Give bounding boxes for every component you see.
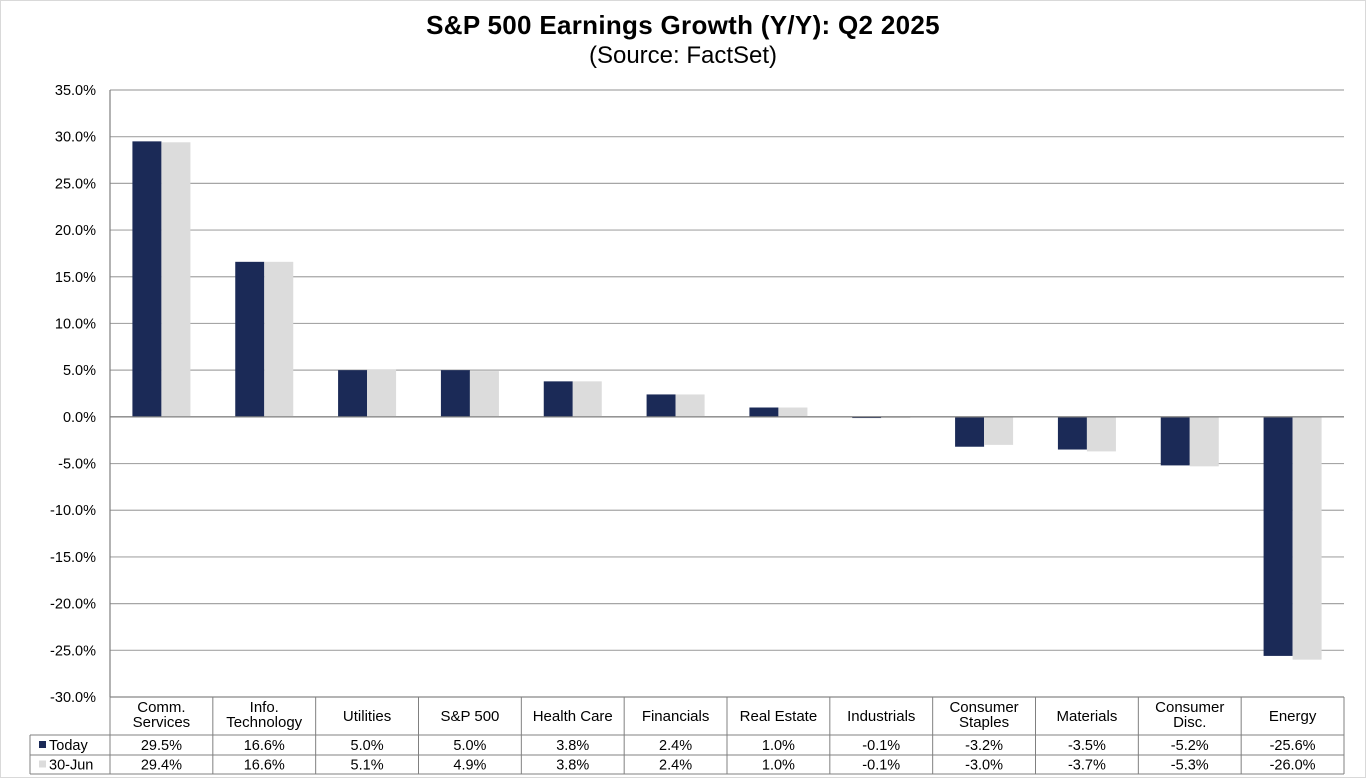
y-tick-label: -25.0%	[50, 643, 96, 659]
data-label: -26.0%	[1270, 758, 1316, 774]
category-label: Real Estate	[740, 708, 818, 725]
bar-today	[235, 261, 265, 417]
y-tick-label: 30.0%	[55, 130, 96, 146]
category-label: Staples	[959, 714, 1009, 731]
bar-30-jun	[675, 394, 705, 417]
y-tick-label: 25.0%	[55, 176, 96, 192]
bar-30-jun	[367, 369, 397, 417]
data-label: -3.0%	[965, 758, 1003, 774]
data-label: -0.1%	[862, 738, 900, 754]
y-tick-label: 15.0%	[55, 270, 96, 286]
y-tick-label: 0.0%	[63, 410, 96, 426]
bar-30-jun	[778, 407, 808, 417]
category-label: Financials	[642, 708, 710, 725]
data-label: 2.4%	[659, 738, 692, 754]
gridlines	[110, 89, 1344, 698]
data-label: 16.6%	[244, 738, 285, 754]
chart-subtitle: (Source: FactSet)	[588, 42, 778, 69]
category-label: Comm.	[137, 699, 185, 716]
data-label: -25.6%	[1270, 738, 1316, 754]
legend-key	[39, 741, 46, 748]
chart-title: S&P 500 Earnings Growth (Y/Y): Q2 2025	[426, 10, 940, 40]
category-label: S&P 500	[440, 708, 499, 725]
category-label: Technology	[226, 714, 302, 731]
bar-today	[1263, 416, 1293, 656]
category-label: Disc.	[1173, 714, 1206, 731]
category-label: Utilities	[343, 708, 391, 725]
y-tick-label: -15.0%	[50, 550, 96, 566]
y-tick-label: 20.0%	[55, 223, 96, 239]
data-label: -0.1%	[862, 758, 900, 774]
category-label: Consumer	[1155, 699, 1224, 716]
bar-today	[955, 416, 985, 447]
bar-30-jun	[1292, 416, 1322, 660]
y-tick-label: -30.0%	[50, 690, 96, 706]
category-label: Consumer	[949, 699, 1018, 716]
category-label: Energy	[1269, 708, 1317, 725]
data-label: 16.6%	[244, 758, 285, 774]
legend-key	[39, 760, 46, 768]
bar-30-jun	[984, 416, 1014, 445]
bar-30-jun	[1086, 416, 1116, 452]
data-label: 3.8%	[556, 758, 589, 774]
bar-today	[1160, 416, 1190, 466]
data-label: -3.5%	[1068, 738, 1106, 754]
data-label: 2.4%	[659, 758, 692, 774]
bar-today	[749, 407, 779, 417]
bar-30-jun	[264, 261, 294, 417]
category-label: Health Care	[533, 708, 613, 725]
y-tick-label: -10.0%	[50, 503, 96, 519]
category-label: Industrials	[847, 708, 915, 725]
bar-today	[646, 394, 676, 417]
bar-30-jun	[1189, 416, 1219, 467]
bars	[132, 141, 1322, 660]
y-tick-label: 10.0%	[55, 316, 96, 332]
data-label: 5.0%	[453, 738, 486, 754]
category-label: Info.	[250, 699, 279, 716]
category-label: Services	[133, 714, 191, 731]
bar-today	[543, 381, 573, 417]
data-label: 5.0%	[351, 738, 384, 754]
legend-label: Today	[49, 738, 88, 754]
bar-30-jun	[161, 142, 191, 417]
legend-label: 30-Jun	[49, 758, 93, 774]
bar-today	[1057, 416, 1087, 450]
data-table: Comm.Services Info.Technology Utilities S&P…	[29, 696, 1345, 775]
data-label: -3.7%	[1068, 758, 1106, 774]
y-tick-label: 35.0%	[55, 83, 96, 99]
bar-today	[440, 370, 470, 417]
bar-30-jun	[572, 381, 602, 417]
data-label: -5.3%	[1171, 758, 1209, 774]
y-tick-label: -5.0%	[58, 457, 96, 473]
bar-today	[132, 141, 162, 417]
y-tick-label: 5.0%	[63, 363, 96, 379]
data-label: 3.8%	[556, 738, 589, 754]
data-label: 1.0%	[762, 738, 795, 754]
data-label: 1.0%	[762, 758, 795, 774]
data-label: 4.9%	[453, 758, 486, 774]
data-label: -3.2%	[965, 738, 1003, 754]
data-label: 5.1%	[351, 758, 384, 774]
y-tick-label: -20.0%	[50, 597, 96, 613]
data-label: -5.2%	[1171, 738, 1209, 754]
bar-30-jun	[469, 371, 499, 417]
data-label: 29.5%	[141, 738, 182, 754]
axes: 35.0% 30.0% 25.0% 20.0% 15.0% 10.0% 5.0% 0.0% -5…	[50, 83, 1344, 706]
category-label: Materials	[1056, 708, 1117, 725]
bar-today	[338, 370, 368, 417]
data-label: 29.4%	[141, 758, 182, 774]
